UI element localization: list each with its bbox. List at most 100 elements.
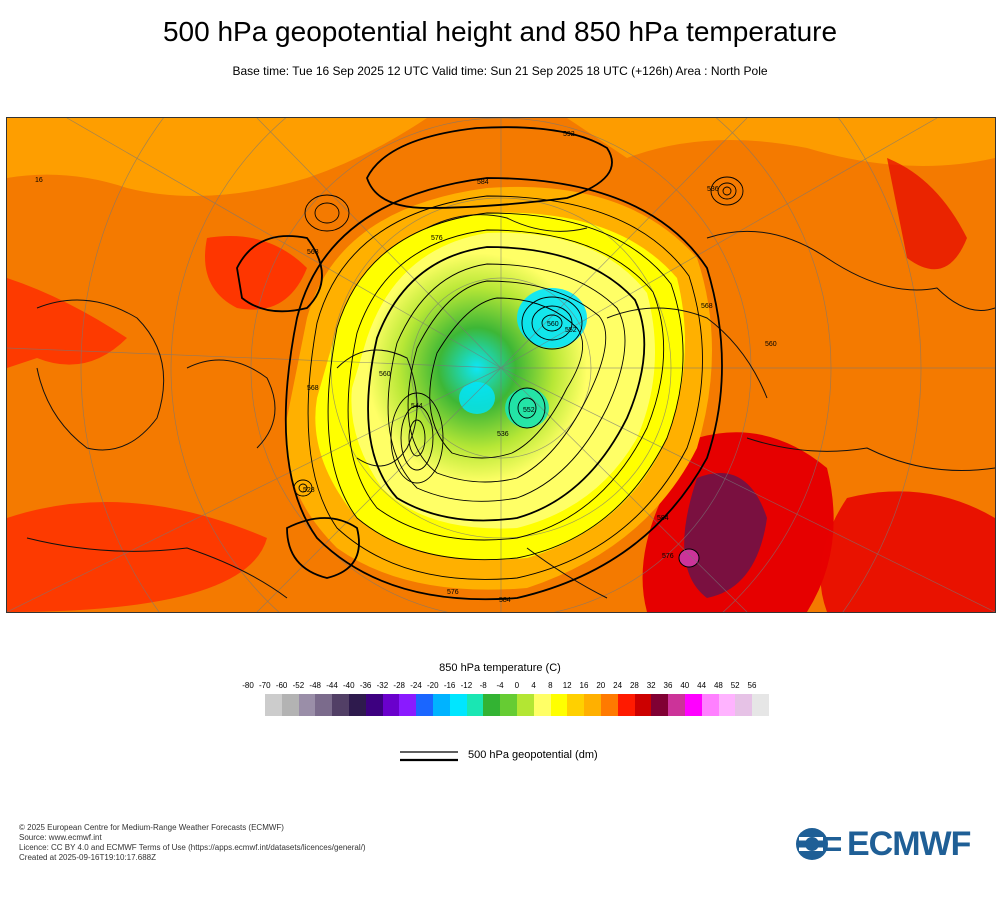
colorbar-swatch bbox=[315, 694, 333, 716]
contour-label: 536 bbox=[707, 186, 719, 193]
ecmwf-logo-text: ECMWF bbox=[847, 824, 971, 863]
colorbar-swatch bbox=[600, 694, 618, 716]
colorbar-swatch bbox=[298, 694, 316, 716]
warm-region-ne bbox=[567, 118, 995, 166]
colorbar-tick-label: 12 bbox=[562, 681, 572, 690]
source-text: Source: www.ecmwf.int bbox=[19, 833, 102, 842]
colorbar-swatch bbox=[416, 694, 433, 716]
colorbar-tick-label: 32 bbox=[646, 681, 656, 690]
colorbar-tick-label: 28 bbox=[629, 681, 639, 690]
colorbar-swatch bbox=[516, 694, 534, 716]
contour-label: 16 bbox=[35, 177, 43, 184]
colorbar-tick-label: -32 bbox=[376, 681, 389, 690]
contour-label: 592 bbox=[563, 131, 575, 138]
weather-map[interactable]: 592 584 576 560 552 544 536 568 560 568 … bbox=[6, 117, 996, 613]
copyright-text: © 2025 European Centre for Medium-Range … bbox=[19, 823, 284, 832]
colorbar-swatch bbox=[399, 694, 417, 716]
geopotential-legend-symbol bbox=[400, 751, 458, 762]
page-subtitle: Base time: Tue 16 Sep 2025 12 UTC Valid … bbox=[232, 64, 768, 78]
contour-label: 536 bbox=[497, 431, 509, 438]
colorbar-tick-label: -60 bbox=[275, 681, 288, 690]
colorbar-swatch bbox=[466, 694, 484, 716]
colorbar-tick-label: -40 bbox=[343, 681, 355, 690]
colorbar-swatch bbox=[735, 694, 753, 716]
contour-label: 560 bbox=[765, 341, 777, 348]
contour-label: 568 bbox=[701, 303, 713, 310]
contour-label: 584 bbox=[477, 179, 489, 186]
colorbar-tick-label: 48 bbox=[713, 681, 723, 690]
colorbar-tick-label: -16 bbox=[443, 681, 456, 690]
contour-label: 568 bbox=[307, 249, 319, 256]
contour-label: 584 bbox=[499, 597, 511, 604]
colorbar-tick-label: 52 bbox=[730, 681, 740, 690]
colorbar-tick-label: 24 bbox=[613, 681, 623, 690]
colorbar-tick-label: 44 bbox=[697, 681, 707, 690]
colorbar-tick-label: -24 bbox=[410, 681, 422, 690]
ecmwf-logo: ECMWF bbox=[795, 824, 985, 863]
colorbar: 850 hPa temperature (C) -80 -70 -60 -52 -48-… bbox=[236, 662, 769, 722]
contour-label: 576 bbox=[662, 553, 674, 560]
colorbar-swatch bbox=[550, 694, 568, 716]
contour-labels: 592 584 576 560 552 544 536 568 560 568 … bbox=[35, 131, 777, 604]
hot-region-atlantic bbox=[205, 236, 307, 310]
colorbar-tick-label: -12 bbox=[460, 681, 473, 690]
colorbar-swatch bbox=[449, 694, 467, 716]
colorbar-swatch bbox=[718, 694, 736, 716]
hot-region-sw bbox=[7, 502, 267, 612]
coastlines bbox=[26, 214, 995, 599]
cold-core-3 bbox=[459, 382, 495, 414]
colorbar-tick-label: -20 bbox=[427, 681, 439, 690]
geopotential-contours bbox=[236, 126, 744, 601]
colorbar-swatch bbox=[533, 694, 551, 716]
colorbar-swatch bbox=[265, 694, 282, 716]
page-title: 500 hPa geopotential height and 850 hPa … bbox=[162, 16, 838, 47]
colorbar-tick-label: 20 bbox=[596, 681, 606, 690]
colorbar-swatch bbox=[617, 694, 635, 716]
colorbar-swatch bbox=[382, 694, 400, 716]
hot-core bbox=[678, 548, 700, 568]
graticule bbox=[7, 118, 995, 612]
colorbar-swatch bbox=[500, 694, 517, 716]
colorbar-swatch bbox=[701, 694, 719, 716]
colorbar-tick-label: -8 bbox=[479, 681, 487, 690]
colorbar-tick-label: -52 bbox=[292, 681, 305, 690]
contour-label: 568 bbox=[307, 385, 319, 392]
contour-label: 576 bbox=[431, 235, 443, 242]
colorbar-tick-label: -80 bbox=[242, 681, 254, 690]
colorbar-tick-label: 36 bbox=[663, 681, 673, 690]
warm-region-nw bbox=[7, 118, 427, 196]
contour-label: 584 bbox=[657, 515, 669, 522]
colorbar-tick-label: 40 bbox=[680, 681, 690, 690]
colorbar-tick-label: 16 bbox=[579, 681, 589, 690]
ecmwf-logo-icon bbox=[796, 828, 841, 860]
contour-label: 560 bbox=[379, 371, 391, 378]
colorbar-swatch bbox=[752, 694, 769, 716]
colorbar-swatch bbox=[567, 694, 585, 716]
colorbar-swatch bbox=[348, 694, 366, 716]
map-canvas: 592 584 576 560 552 544 536 568 560 568 … bbox=[7, 118, 995, 612]
contour-label: 576 bbox=[447, 589, 459, 596]
colorbar-swatch bbox=[332, 694, 349, 716]
colorbar-swatch bbox=[584, 694, 601, 716]
colorbar-swatch bbox=[634, 694, 652, 716]
colorbar-ticks: -80 -70 -60 -52 -48 -44 -40 -36 -32 -28 -24 -20 -16-… bbox=[236, 681, 764, 693]
contour-label: 560 bbox=[547, 321, 559, 328]
colorbar-swatch bbox=[432, 694, 450, 716]
contour-label: 552 bbox=[565, 327, 577, 334]
licence-text: Licence: CC BY 4.0 and ECMWF Terms of Us… bbox=[19, 843, 366, 852]
colorbar-swatch bbox=[281, 694, 299, 716]
colorbar-swatch bbox=[483, 694, 501, 716]
contour-label: 552 bbox=[523, 407, 535, 414]
hot-region-west bbox=[7, 278, 127, 368]
colorbar-tick-label: -36 bbox=[359, 681, 372, 690]
colorbar-tick-label: 0 bbox=[514, 681, 520, 690]
colorbar-swatch bbox=[668, 694, 685, 716]
colorbar-tick-label: 4 bbox=[531, 681, 536, 690]
very-hot-region-asia bbox=[684, 473, 767, 598]
colorbar-swatch bbox=[365, 694, 383, 716]
colorbar-tick-label: 8 bbox=[548, 681, 553, 690]
hot-region-ne bbox=[887, 158, 967, 270]
contour-label: 528 bbox=[303, 487, 315, 494]
colorbar-tick-label: -70 bbox=[259, 681, 271, 690]
footer-credits: © 2025 European Centre for Medium-Range … bbox=[19, 823, 366, 863]
